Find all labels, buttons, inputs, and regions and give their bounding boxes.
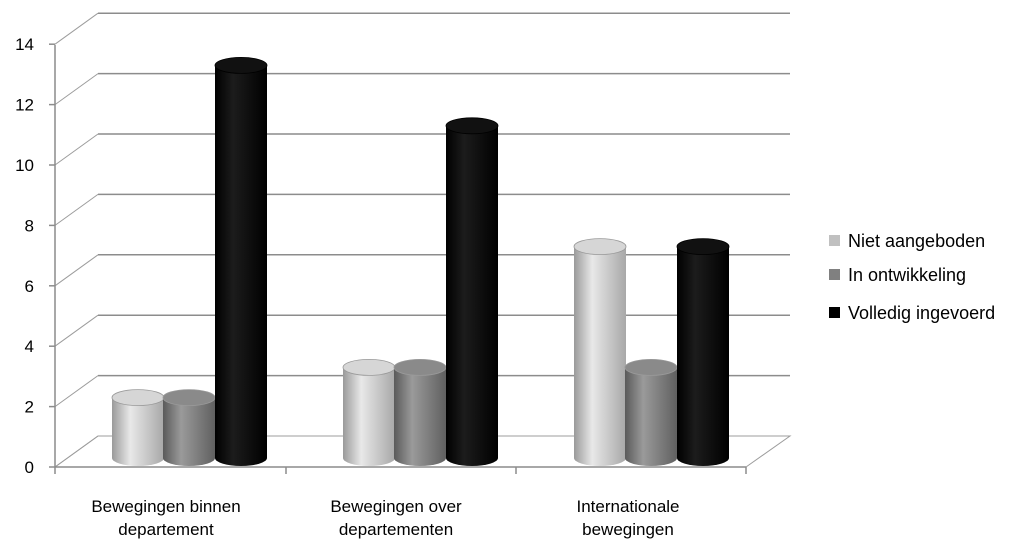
bar	[342, 358, 396, 466]
labels: 0 2 4 6 8 10 12 14 Bewegingen binnen departement B…	[15, 35, 679, 539]
side-wall-gridline	[54, 12, 99, 45]
bar	[624, 358, 678, 466]
y-tick-label: 14	[15, 35, 34, 54]
bar-top	[445, 117, 499, 135]
legend-label: Volledig ingevoerd	[848, 303, 995, 323]
side-wall-gridline	[54, 73, 99, 106]
x-category-label: Bewegingen over departementen	[330, 497, 462, 539]
bar-top	[393, 358, 447, 376]
bar-body	[215, 65, 267, 467]
legend-swatch	[829, 269, 840, 280]
legend-item: In ontwikkeling	[829, 265, 966, 285]
bar	[393, 358, 447, 466]
bar	[573, 238, 627, 466]
side-wall-gridline	[54, 133, 99, 166]
y-tick-label: 12	[15, 96, 34, 115]
side-wall-gridline	[54, 314, 99, 347]
y-tick-label: 6	[25, 277, 34, 296]
bar-body	[394, 367, 446, 466]
bar	[676, 238, 730, 466]
gridlines	[54, 12, 790, 468]
bar-body	[625, 367, 677, 466]
legend-label: In ontwikkeling	[848, 265, 966, 285]
bar	[162, 389, 216, 466]
x-category-label: Internationale bewegingen	[576, 497, 679, 539]
side-wall-gridline	[54, 375, 99, 408]
legend-swatch	[829, 307, 840, 318]
bar	[111, 389, 165, 466]
legend-swatch	[829, 235, 840, 246]
bar-top	[573, 238, 627, 256]
bar-top	[342, 358, 396, 376]
y-tick-label: 4	[25, 337, 34, 356]
bar-top	[162, 389, 216, 407]
bar-top	[111, 389, 165, 407]
legend-label: Niet aangeboden	[848, 231, 985, 251]
x-category-label: Bewegingen binnen departement	[91, 497, 240, 539]
y-tick-label: 2	[25, 398, 34, 417]
side-wall-gridline	[54, 254, 99, 287]
bars	[111, 57, 730, 467]
bar-body	[163, 397, 215, 466]
legend-item: Volledig ingevoerd	[829, 303, 995, 323]
side-wall-gridline	[54, 193, 99, 226]
y-tick-label: 10	[15, 156, 34, 175]
bar-body	[112, 397, 164, 466]
y-tick-label: 0	[25, 458, 34, 477]
bar-body	[446, 125, 498, 467]
bar-top	[214, 57, 268, 74]
bar-top	[624, 358, 678, 376]
bar-top	[676, 238, 730, 256]
bar-body	[343, 367, 395, 466]
legend-item: Niet aangeboden	[829, 231, 985, 251]
bar-body	[574, 246, 626, 466]
legend: Niet aangeboden In ontwikkeling Volledig i…	[829, 231, 995, 323]
bar	[445, 117, 499, 467]
bar-body	[677, 246, 729, 466]
y-tick-label: 8	[25, 216, 34, 235]
bar	[214, 57, 268, 467]
